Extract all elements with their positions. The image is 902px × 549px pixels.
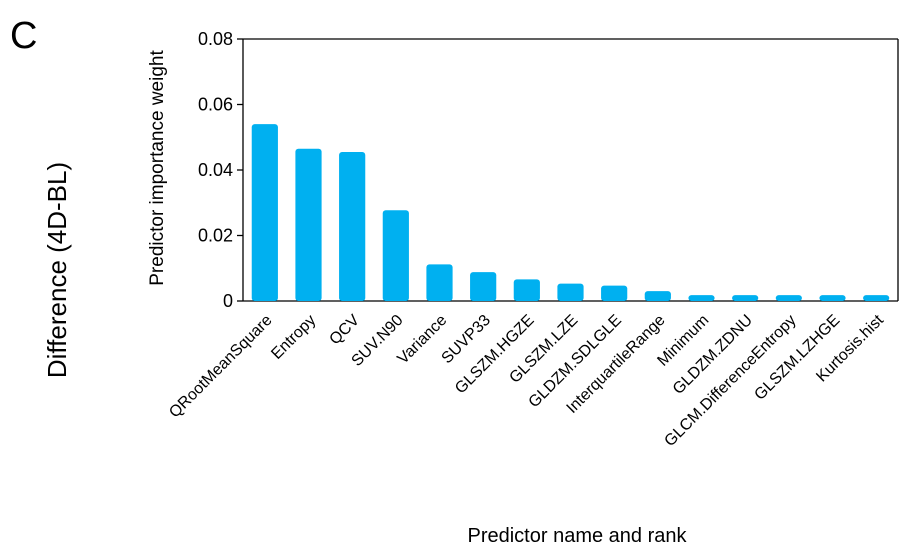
bar [426,264,453,301]
bar [513,279,540,301]
y-tick-label: 0.06 [198,95,233,115]
x-tick-label: Entropy [268,312,319,363]
bar [863,295,890,301]
bar [382,210,409,301]
bar [644,291,671,301]
bar [601,285,628,301]
x-tick-label: QCV [326,312,363,349]
bar [688,295,715,301]
bar [295,148,322,301]
bar [470,272,497,301]
x-tick-label: GLDZM.ZDNU [670,312,756,398]
bar [251,124,278,302]
bar [775,295,802,301]
y-axis-title: Predictor importance weight [147,50,168,286]
y-tick-label: 0.04 [198,160,233,180]
bar [339,151,366,301]
bar [819,295,846,301]
y-tick-label: 0 [223,291,233,311]
x-tick-label: GLSZM.HGZE [452,312,538,398]
panel-label: C [10,15,37,57]
y-tick-label: 0.02 [198,226,233,246]
bar [732,295,759,301]
x-axis-title: Predictor name and rank [467,525,687,547]
bar [557,283,584,301]
x-tick-label: QRootMeanSquare [166,312,276,422]
row-label: Difference (4D-BL) [42,162,72,378]
y-tick-label: 0.08 [198,29,233,49]
